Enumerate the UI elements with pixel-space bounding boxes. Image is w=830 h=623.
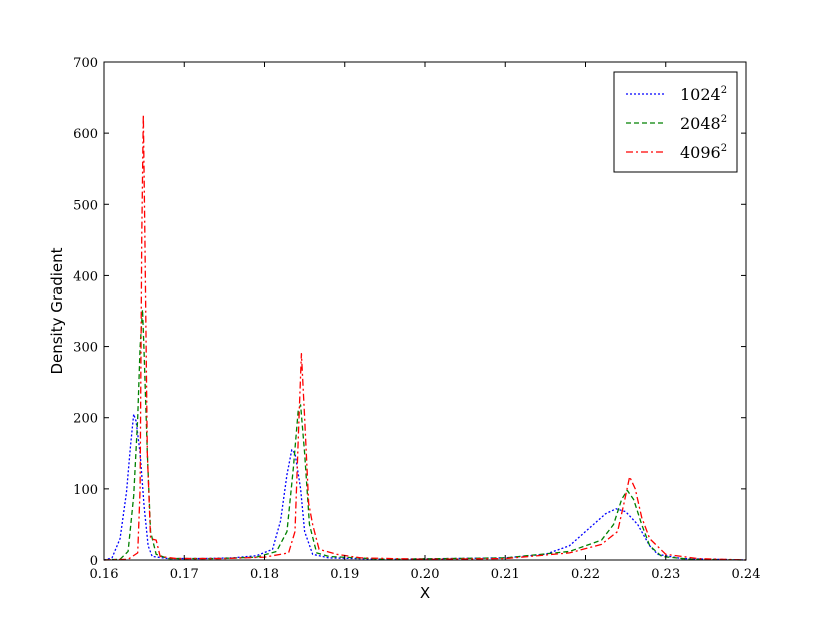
y-tick-label: 600 [73,127,98,142]
x-tick-label: 0.17 [170,567,199,582]
y-tick-label: 700 [73,56,98,71]
y-tick-label: 500 [73,198,98,213]
x-tick-label: 0.21 [491,567,520,582]
y-tick-label: 0 [90,554,98,569]
x-tick-label: 0.23 [651,567,680,582]
x-tick-label: 0.22 [571,567,600,582]
y-axis-label: Density Gradient [48,247,66,374]
legend-label-text: 1024 [680,85,721,104]
y-tick-label: 100 [73,483,98,498]
x-tick-label: 0.20 [411,567,440,582]
x-tick-label: 0.19 [330,567,359,582]
series-line-1024 [103,413,747,561]
y-tick-label: 300 [73,341,98,356]
x-tick-label: 0.24 [732,567,761,582]
x-axis-label: X [420,584,430,602]
legend-label-superscript: 2 [721,143,727,154]
series-layer [103,114,747,561]
axes-layer: 0.16 0.17 0.18 0.19 0.20 0.21 0.22 0.23 0.24 0 100… [73,56,760,582]
legend-label-text: 4096 [680,143,721,162]
y-tick-label: 400 [73,269,98,284]
legend-box [613,71,738,173]
y-tick-label: 200 [73,412,98,427]
legend-label-superscript: 2 [721,85,727,96]
legend-label-2048: 20482 [680,114,727,133]
x-tick-label: 0.18 [250,567,279,582]
legend-label-4096: 40962 [680,143,727,162]
legend-label-superscript: 2 [721,114,727,125]
legend-label-1024: 10242 [680,85,727,104]
legend-label-text: 2048 [680,114,721,133]
x-tick-label: 0.16 [90,567,119,582]
